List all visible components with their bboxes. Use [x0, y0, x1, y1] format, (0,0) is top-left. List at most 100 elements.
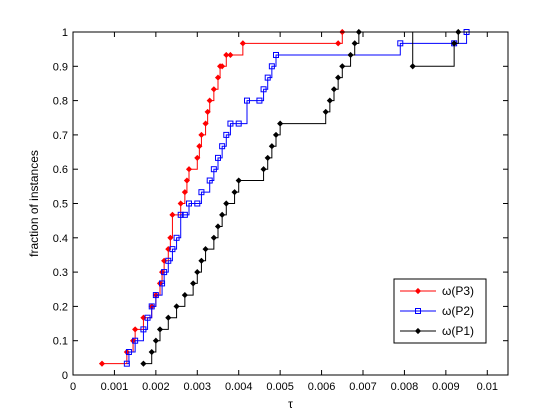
series-point [198, 131, 205, 138]
series-point [339, 63, 346, 70]
x-tick-label: 0.002 [142, 381, 170, 393]
x-tick-label: 0.003 [184, 381, 212, 393]
axes-box [72, 31, 509, 376]
series-point [165, 314, 172, 321]
series-point [190, 280, 197, 287]
legend-item-3: ω(P1) [400, 324, 474, 338]
series-point [185, 166, 193, 173]
series-point [214, 74, 222, 81]
legend: ω(P3) ω(P2) ω(P1) [393, 278, 487, 344]
x-tick-label: 0.009 [432, 381, 460, 393]
legend-marker [414, 287, 422, 295]
series-point [169, 211, 176, 218]
series-point [219, 63, 226, 70]
y-tick-label: 0.3 [53, 267, 68, 279]
y-axis-label: fraction of instances [27, 150, 41, 257]
x-tick-label: 0.007 [349, 381, 377, 393]
series-point [186, 200, 192, 207]
series-point [140, 326, 147, 333]
series-point [196, 143, 203, 150]
series-line [126, 32, 468, 365]
series-point [231, 189, 238, 196]
series-point [194, 269, 201, 276]
series-point [181, 211, 188, 218]
series-2 [123, 29, 470, 367]
series-3 [140, 28, 462, 367]
y-tick-label: 0.7 [53, 130, 68, 142]
series-point [260, 86, 267, 93]
series-point [167, 234, 174, 241]
x-axis-label: τ [288, 397, 293, 411]
series-point [268, 63, 275, 70]
x-tick-label: 0.01 [477, 381, 498, 393]
series-point [202, 120, 209, 127]
series-point [223, 131, 230, 138]
series-point [219, 211, 226, 218]
y-tick-label: 0.8 [53, 96, 68, 108]
series-point [330, 86, 338, 93]
series-point [198, 257, 205, 264]
series-point [223, 51, 230, 59]
series-point [194, 154, 201, 161]
y-tick-label: 0.6 [53, 164, 68, 176]
series-point [260, 166, 267, 173]
y-tick-label: 1 [62, 27, 68, 39]
series-point [409, 63, 416, 70]
y-tick-label: 0.1 [53, 336, 68, 348]
series-point [161, 269, 168, 276]
series-point [227, 51, 234, 59]
series-point [165, 257, 172, 264]
legend-item-2: ω(P2) [400, 304, 474, 318]
series-point [206, 177, 213, 184]
series-point [335, 40, 342, 47]
series-point [148, 303, 155, 310]
series-point [264, 154, 271, 161]
legend-label: ω(P3) [442, 284, 474, 298]
series-point [219, 143, 226, 150]
series-point [132, 326, 139, 333]
legend-marker [414, 327, 422, 335]
series-point [223, 200, 230, 207]
series-point [152, 337, 159, 344]
legend-marker [415, 308, 421, 314]
series-point [181, 189, 188, 196]
series-point [181, 292, 188, 299]
x-tick-label: 0.008 [391, 381, 419, 393]
series-layer [98, 28, 470, 367]
y-tick-label: 0.9 [53, 61, 68, 73]
y-tick-label: 0 [62, 370, 68, 382]
series-point [215, 154, 221, 161]
x-tick-label: 0 [70, 381, 76, 393]
series-point [397, 40, 404, 47]
series-point [235, 177, 242, 184]
series-point [173, 234, 180, 241]
series-point [125, 349, 132, 356]
series-point [227, 120, 234, 127]
series-point [173, 303, 180, 310]
series-point [347, 51, 354, 59]
legend-label: ω(P1) [442, 324, 474, 338]
series-point [206, 97, 213, 104]
series-point [194, 200, 201, 207]
series-point [183, 177, 190, 184]
series-point [322, 108, 329, 115]
series-point [214, 223, 222, 230]
series-point [152, 292, 159, 299]
series-point [177, 211, 184, 218]
axis-ticks: 0 0.001 0.002 0.003 0.004 0.005 0.006 0.007 0.00… [53, 27, 508, 393]
series-point [326, 97, 333, 104]
series-point [132, 337, 139, 344]
x-tick-label: 0.005 [266, 381, 294, 393]
series-point [335, 74, 342, 81]
series-point [169, 246, 176, 253]
legend-item-1: ω(P3) [400, 284, 474, 298]
series-point [210, 86, 217, 93]
series-point [264, 74, 271, 81]
series-point [177, 200, 184, 207]
y-tick-label: 0.4 [53, 233, 68, 245]
series-point [202, 246, 209, 253]
x-tick-label: 0.004 [225, 381, 253, 393]
x-tick-label: 0.001 [101, 381, 129, 393]
legend-label: ω(P2) [442, 304, 474, 318]
